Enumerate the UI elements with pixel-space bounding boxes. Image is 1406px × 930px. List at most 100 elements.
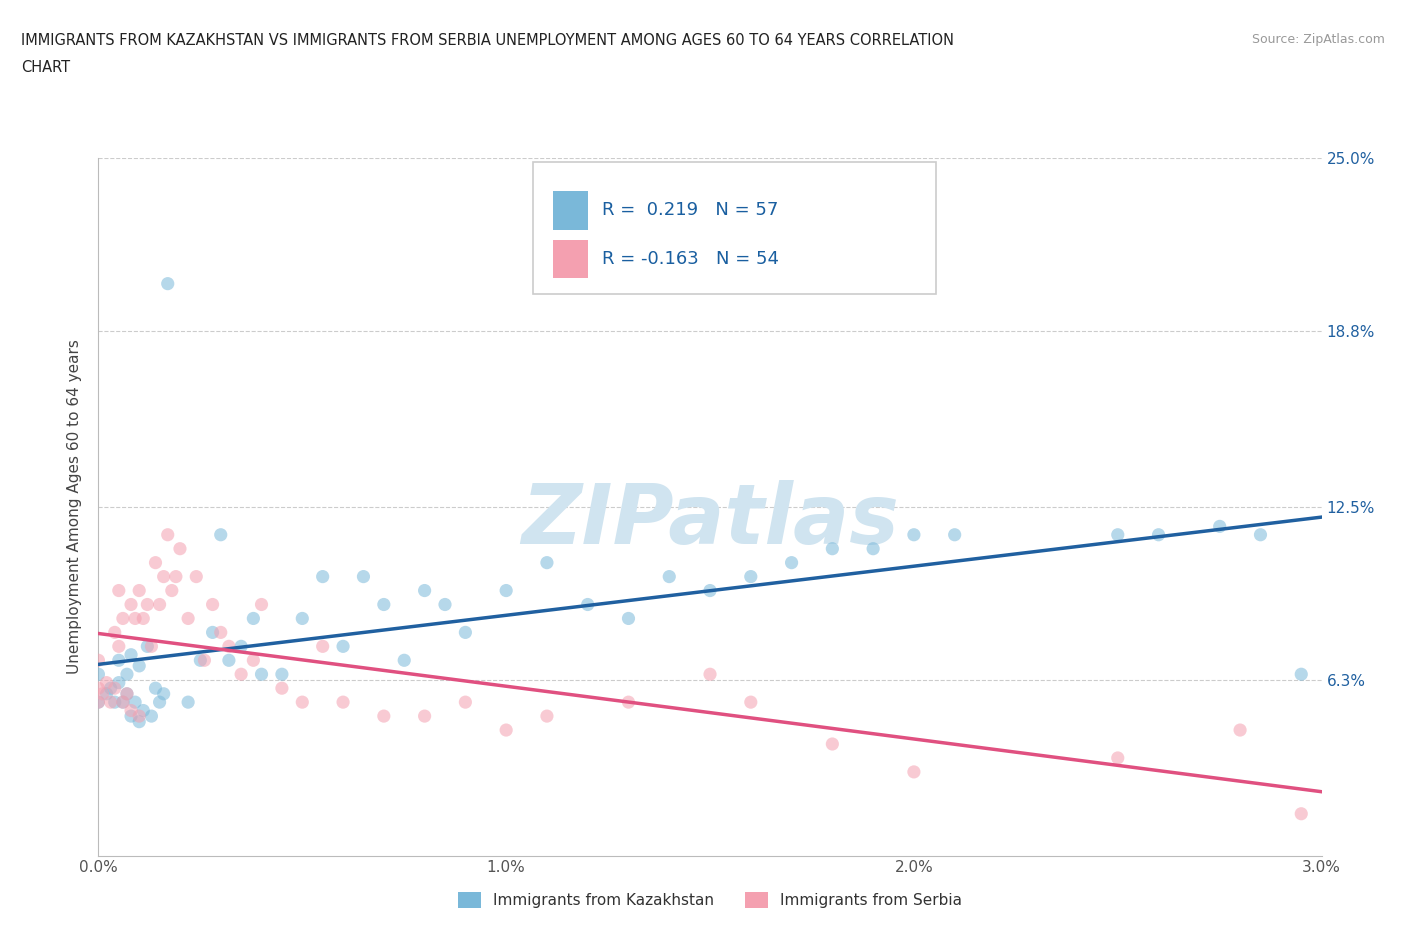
Point xyxy=(87,695,110,710)
Point xyxy=(291,695,314,710)
Point xyxy=(699,667,721,682)
Point xyxy=(96,686,118,701)
Point xyxy=(120,647,142,662)
Point xyxy=(108,583,131,598)
Point xyxy=(128,583,150,598)
Point xyxy=(115,667,138,682)
Text: IMMIGRANTS FROM KAZAKHSTAN VS IMMIGRANTS FROM SERBIA UNEMPLOYMENT AMONG AGES 60 : IMMIGRANTS FROM KAZAKHSTAN VS IMMIGRANTS… xyxy=(21,33,955,47)
Point xyxy=(1291,667,1313,682)
Point xyxy=(169,541,191,556)
Point xyxy=(100,681,122,696)
Point xyxy=(740,569,762,584)
Point xyxy=(115,686,138,701)
Point xyxy=(250,667,273,682)
Point xyxy=(209,527,232,542)
Point xyxy=(136,639,159,654)
Bar xyxy=(554,192,588,230)
Point xyxy=(87,667,110,682)
Point xyxy=(242,653,264,668)
Point xyxy=(821,737,844,751)
Point xyxy=(124,695,146,710)
Legend: Immigrants from Kazakhstan, Immigrants from Serbia: Immigrants from Kazakhstan, Immigrants f… xyxy=(451,886,969,914)
Point xyxy=(120,597,142,612)
Point xyxy=(229,667,253,682)
Point xyxy=(291,611,314,626)
Point xyxy=(250,597,273,612)
Point xyxy=(495,723,517,737)
Bar xyxy=(554,240,588,278)
Point xyxy=(218,639,240,654)
Point xyxy=(111,695,134,710)
Point xyxy=(373,597,395,612)
Point xyxy=(903,527,925,542)
Point xyxy=(821,541,844,556)
Point xyxy=(111,611,134,626)
Point xyxy=(156,527,179,542)
Point xyxy=(454,625,477,640)
Text: ZIPatlas: ZIPatlas xyxy=(522,480,898,562)
Point xyxy=(177,611,200,626)
Point xyxy=(193,653,215,668)
Text: R =  0.219   N = 57: R = 0.219 N = 57 xyxy=(602,202,779,219)
Point xyxy=(104,695,127,710)
Point xyxy=(413,583,436,598)
Point xyxy=(1249,527,1271,542)
Point xyxy=(392,653,416,668)
Point xyxy=(209,625,232,640)
Point xyxy=(658,569,681,584)
Point xyxy=(136,597,159,612)
Point xyxy=(270,667,292,682)
Point xyxy=(165,569,187,584)
Text: R = -0.163   N = 54: R = -0.163 N = 54 xyxy=(602,250,779,268)
Point xyxy=(454,695,477,710)
Point xyxy=(229,639,253,654)
Point xyxy=(242,611,264,626)
Point xyxy=(699,583,721,598)
Point xyxy=(617,611,640,626)
Point xyxy=(120,709,142,724)
Point xyxy=(108,639,131,654)
Point xyxy=(352,569,374,584)
Point xyxy=(120,703,142,718)
Point xyxy=(1107,751,1129,765)
Point xyxy=(96,675,118,690)
Point xyxy=(495,583,517,598)
Point xyxy=(1291,806,1313,821)
Point xyxy=(373,709,395,724)
Point xyxy=(186,569,208,584)
Point xyxy=(111,695,134,710)
Point xyxy=(124,611,146,626)
Point xyxy=(160,583,183,598)
Point xyxy=(780,555,803,570)
Point xyxy=(536,555,558,570)
Point xyxy=(87,695,110,710)
Point xyxy=(201,625,224,640)
Point xyxy=(188,653,212,668)
Point xyxy=(108,675,131,690)
Point xyxy=(1208,519,1230,534)
Point xyxy=(433,597,456,612)
Point xyxy=(413,709,436,724)
Point xyxy=(145,681,167,696)
Point xyxy=(132,611,155,626)
Point xyxy=(332,639,354,654)
Point xyxy=(104,625,127,640)
Point xyxy=(1229,723,1251,737)
Point xyxy=(132,703,155,718)
Point xyxy=(903,764,925,779)
Point xyxy=(576,597,599,612)
Point xyxy=(87,653,110,668)
Point xyxy=(152,686,174,701)
Point xyxy=(201,597,224,612)
Point xyxy=(87,681,110,696)
Point xyxy=(149,695,172,710)
Point xyxy=(128,658,150,673)
Point xyxy=(1107,527,1129,542)
Point xyxy=(862,541,884,556)
Point xyxy=(145,555,167,570)
Point xyxy=(128,709,150,724)
Text: Source: ZipAtlas.com: Source: ZipAtlas.com xyxy=(1251,33,1385,46)
Point xyxy=(270,681,292,696)
FancyBboxPatch shape xyxy=(533,162,936,294)
Point xyxy=(536,709,558,724)
